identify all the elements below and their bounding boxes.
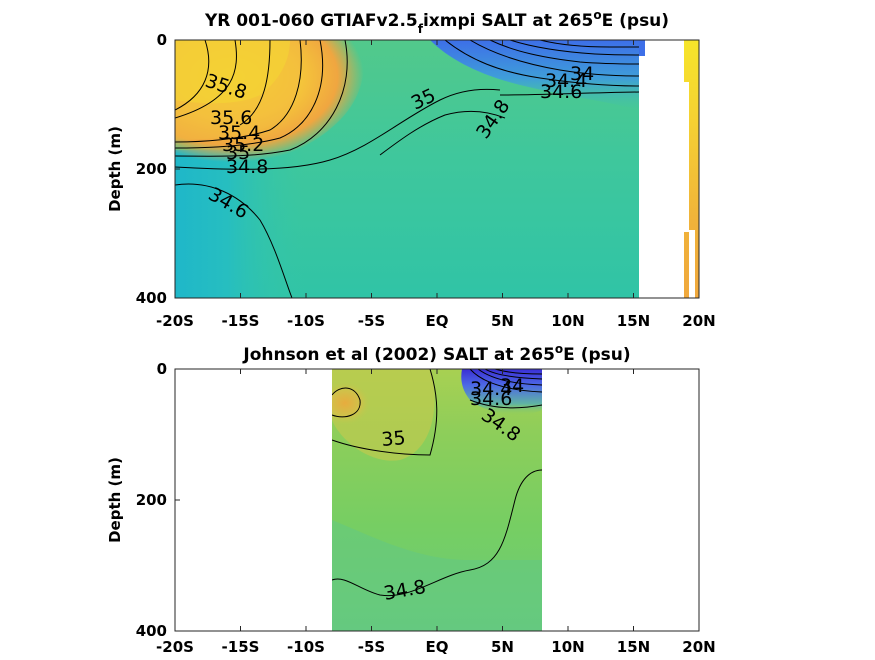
panel-2-x-ticks: -20S -15S -10S -5S EQ 5N 10N 15N 20N xyxy=(156,369,716,656)
contour-label: 35.6 xyxy=(210,107,252,129)
contour-label: 34.4 xyxy=(470,378,512,400)
x-tick-label: -15S xyxy=(222,638,260,656)
panel-1-y-axis-label: Depth (m) xyxy=(106,126,124,212)
contour-label: 34.4 xyxy=(545,70,587,92)
contour-label: 35 xyxy=(226,142,250,164)
contour-label: 35.2 xyxy=(222,134,264,156)
panel-2: Johnson et al (2002) SALT at 265oE (psu) xyxy=(106,342,716,656)
panel-2-y-ticks: 0 200 400 xyxy=(136,360,180,640)
y-tick-label: 400 xyxy=(136,622,167,640)
x-tick-label: 5N xyxy=(491,312,514,330)
contour-label: 34.6 xyxy=(540,81,582,103)
x-tick-label: EQ xyxy=(426,638,449,656)
x-tick-label: 20N xyxy=(682,312,715,330)
contour-label: 34 xyxy=(570,63,594,85)
contour-label: 34.6 xyxy=(470,388,512,410)
contour-label: 35.4 xyxy=(218,122,260,144)
y-tick-label: 200 xyxy=(136,160,167,178)
panel-1: YR 001-060 GTIAFv2.5fixmpi SALT at 265oE… xyxy=(106,8,716,330)
x-tick-label: -15S xyxy=(222,312,260,330)
panel-1-field xyxy=(175,40,699,298)
x-tick-label: -5S xyxy=(358,312,385,330)
panel-1-y-ticks: 0 200 400 xyxy=(136,31,180,307)
x-tick-label: 10N xyxy=(551,312,584,330)
x-tick-label: 10N xyxy=(551,638,584,656)
y-tick-label: 400 xyxy=(136,289,167,307)
x-tick-label: -5S xyxy=(358,638,385,656)
x-tick-label: -10S xyxy=(287,312,325,330)
panel-1-title: YR 001-060 GTIAFv2.5fixmpi SALT at 265oE… xyxy=(204,8,669,36)
panel-2-field xyxy=(175,369,699,631)
y-tick-label: 200 xyxy=(136,491,167,509)
x-tick-label: 15N xyxy=(617,638,650,656)
x-tick-label: EQ xyxy=(426,312,449,330)
panel-2-y-axis-label: Depth (m) xyxy=(106,457,124,543)
contour-label: 35 xyxy=(381,427,407,451)
x-tick-label: 20N xyxy=(682,638,715,656)
panel-2-title: Johnson et al (2002) SALT at 265oE (psu) xyxy=(242,342,630,365)
x-tick-label: -20S xyxy=(156,312,194,330)
contour-label: 34.8 xyxy=(226,156,268,178)
panel-1-x-ticks: -20S -15S -10S -5S EQ 5N 10N 15N 20N xyxy=(156,40,716,330)
x-tick-label: 5N xyxy=(491,638,514,656)
contour-label: 34 xyxy=(500,375,524,397)
x-tick-label: 15N xyxy=(617,312,650,330)
y-tick-label: 0 xyxy=(157,360,167,378)
x-tick-label: -20S xyxy=(156,638,194,656)
y-tick-label: 0 xyxy=(157,31,167,49)
x-tick-label: -10S xyxy=(287,638,325,656)
